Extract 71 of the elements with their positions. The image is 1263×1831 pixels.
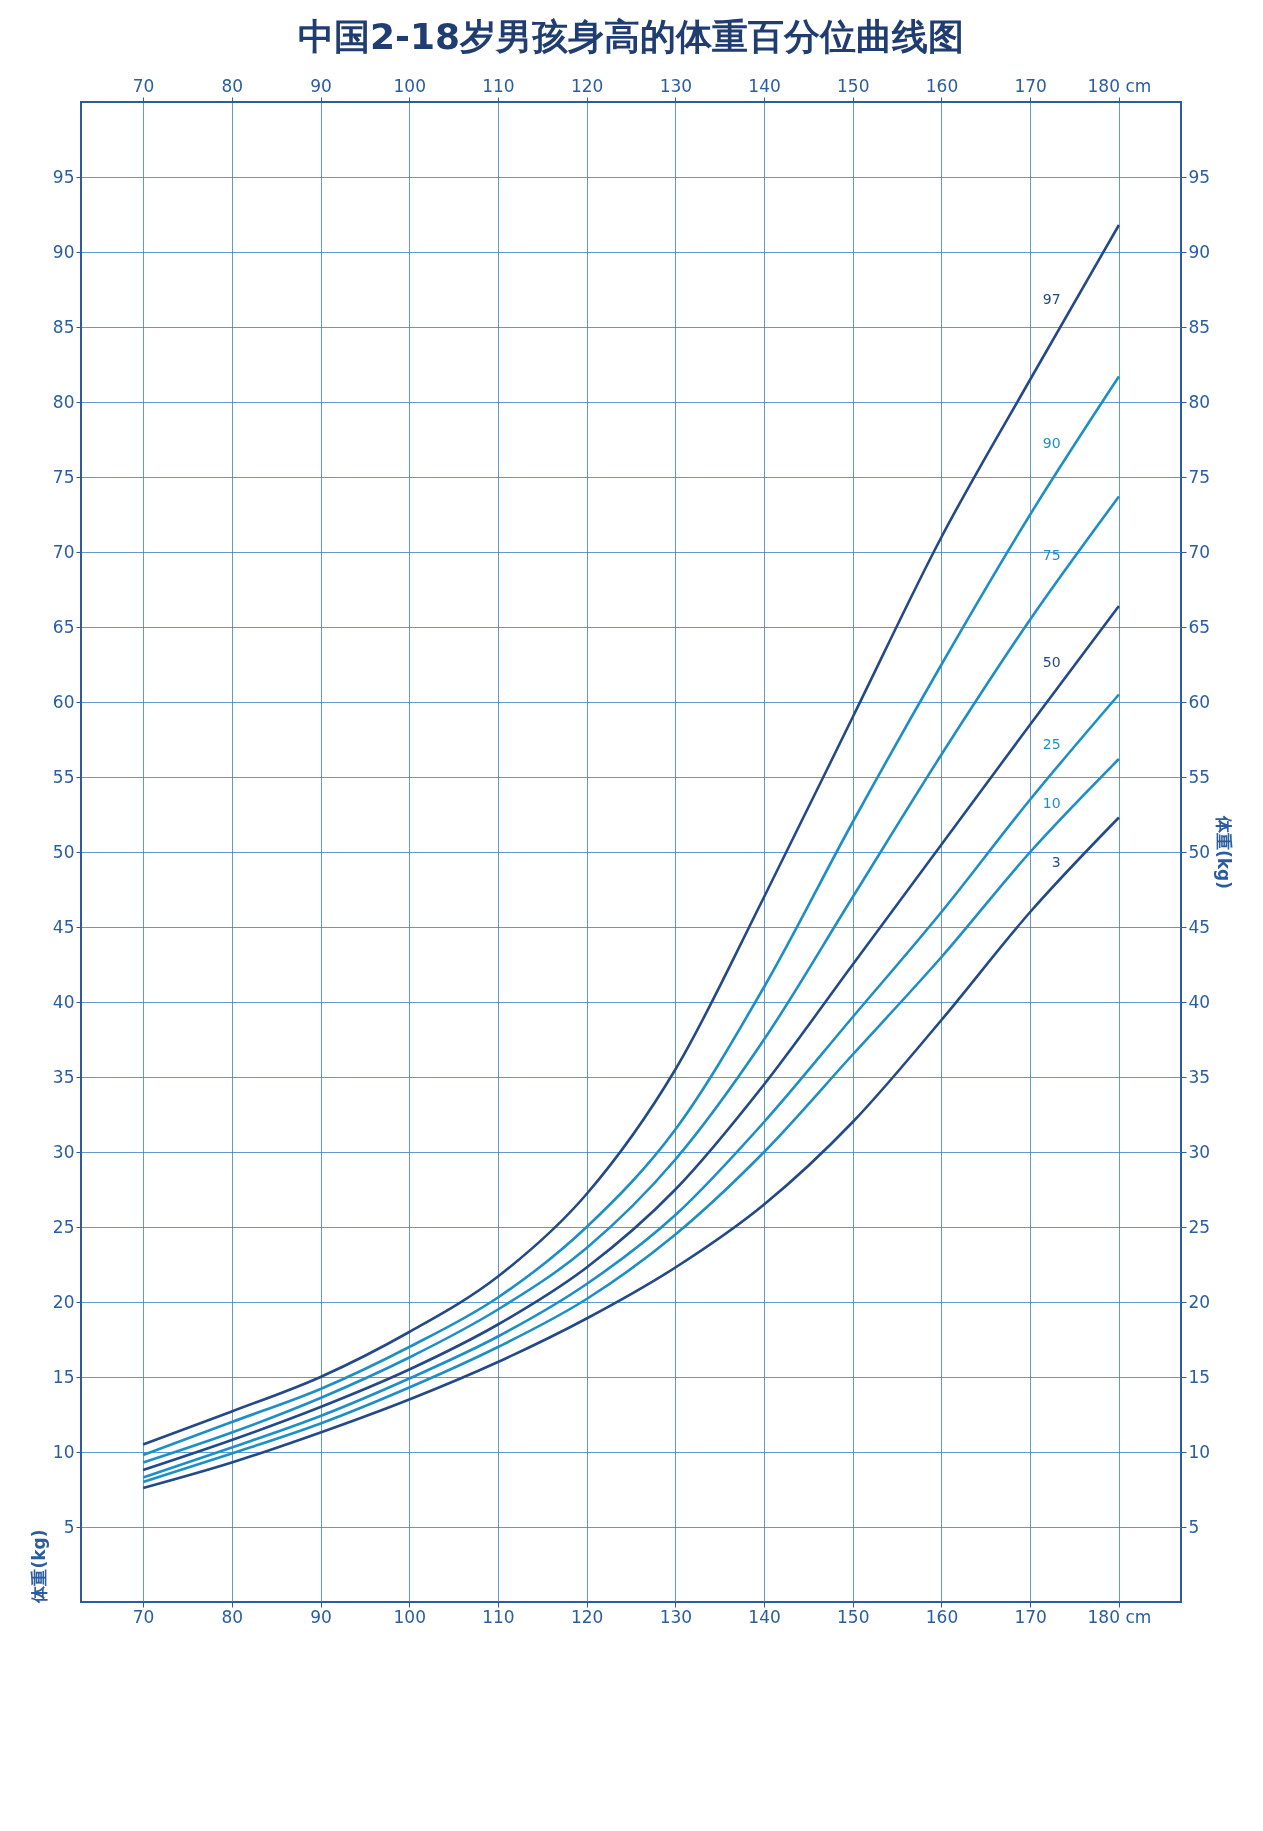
y-tick-label: 85 <box>52 316 75 337</box>
x-tick-label: 170 <box>1014 1606 1047 1627</box>
y-axis-title: 体重(kg) <box>28 1529 49 1604</box>
x-tick-label: 90 <box>310 1606 332 1627</box>
y2-tick-label: 5 <box>1188 1516 1200 1537</box>
y2-tick-label: 75 <box>1188 466 1211 487</box>
y2-tick-label: 80 <box>1188 391 1211 412</box>
x-tick-label: 120 <box>570 1606 604 1627</box>
series-label: 50 <box>1042 654 1061 671</box>
y-tick-label: 5 <box>63 1516 75 1537</box>
series-label: 25 <box>1042 736 1061 752</box>
y-tick-label: 40 <box>52 991 75 1012</box>
x-tick-label: 180 cm <box>1087 1606 1152 1627</box>
y-tick-label: 80 <box>52 391 75 412</box>
y2-tick-label: 70 <box>1188 541 1211 562</box>
y2-tick-label: 60 <box>1188 691 1211 712</box>
y2-tick-label: 95 <box>1188 166 1211 187</box>
y-tick-label: 50 <box>52 841 75 862</box>
y-tick-label: 30 <box>52 1141 75 1162</box>
series-label: 3 <box>1051 853 1061 870</box>
y2-tick-label: 50 <box>1188 841 1211 862</box>
x-tick-label: 80 <box>221 1606 244 1627</box>
x-tick-label: 140 <box>748 1606 781 1627</box>
series-label: 90 <box>1042 434 1061 451</box>
y2-tick-label: 35 <box>1188 1066 1211 1087</box>
y2-tick-label: 90 <box>1188 241 1211 262</box>
x-tick-label: 70 <box>132 1606 155 1627</box>
x2-tick-label: 170 <box>1014 75 1047 96</box>
x2-tick-label: 110 <box>482 75 515 96</box>
x-tick-label: 130 <box>659 1606 693 1627</box>
y2-tick-label: 40 <box>1188 991 1211 1012</box>
x2-tick-label: 140 <box>748 75 781 96</box>
y-tick-label: 35 <box>52 1066 75 1087</box>
x2-tick-label: 120 <box>570 75 604 96</box>
y-tick-label: 65 <box>52 616 75 637</box>
x2-tick-label: 100 <box>393 75 426 96</box>
y2-tick-label: 15 <box>1188 1366 1211 1387</box>
y-tick-label: 20 <box>52 1291 75 1312</box>
series-label: 97 <box>1042 291 1061 308</box>
y-tick-label: 10 <box>52 1441 75 1462</box>
y2-tick-label: 30 <box>1188 1141 1211 1162</box>
x-tick-label: 100 <box>393 1606 426 1627</box>
x-tick-label: 160 <box>925 1606 959 1627</box>
x2-tick-label: 90 <box>310 75 332 96</box>
y2-tick-label: 20 <box>1188 1291 1211 1312</box>
x-tick-label: 150 <box>837 1606 870 1627</box>
y2-axis-title: 体重(kg) <box>1214 814 1235 890</box>
y-tick-label: 75 <box>52 466 75 487</box>
x2-tick-label: 80 <box>221 75 244 96</box>
x-tick-label: 110 <box>482 1606 515 1627</box>
x2-tick-label: 130 <box>659 75 693 96</box>
y-tick-label: 25 <box>52 1216 75 1237</box>
y2-tick-label: 45 <box>1188 916 1211 937</box>
series-label: 10 <box>1042 794 1061 811</box>
y-tick-label: 95 <box>52 166 75 187</box>
chart-title: 中国2-18岁男孩身高的体重百分位曲线图 <box>297 16 965 57</box>
y-tick-label: 70 <box>52 541 75 562</box>
y-tick-label: 45 <box>52 916 75 937</box>
y-tick-label: 55 <box>52 766 75 787</box>
x2-tick-label: 180 cm <box>1087 75 1152 96</box>
y2-tick-label: 25 <box>1188 1216 1211 1237</box>
y2-tick-label: 10 <box>1188 1441 1211 1462</box>
x2-tick-label: 160 <box>925 75 959 96</box>
y-tick-label: 90 <box>52 241 75 262</box>
y2-tick-label: 55 <box>1188 766 1211 787</box>
y2-tick-label: 65 <box>1188 616 1211 637</box>
y-tick-label: 60 <box>52 691 75 712</box>
y-tick-label: 15 <box>52 1366 75 1387</box>
y2-tick-label: 85 <box>1188 316 1211 337</box>
x2-tick-label: 70 <box>132 75 155 96</box>
x2-tick-label: 150 <box>837 75 870 96</box>
